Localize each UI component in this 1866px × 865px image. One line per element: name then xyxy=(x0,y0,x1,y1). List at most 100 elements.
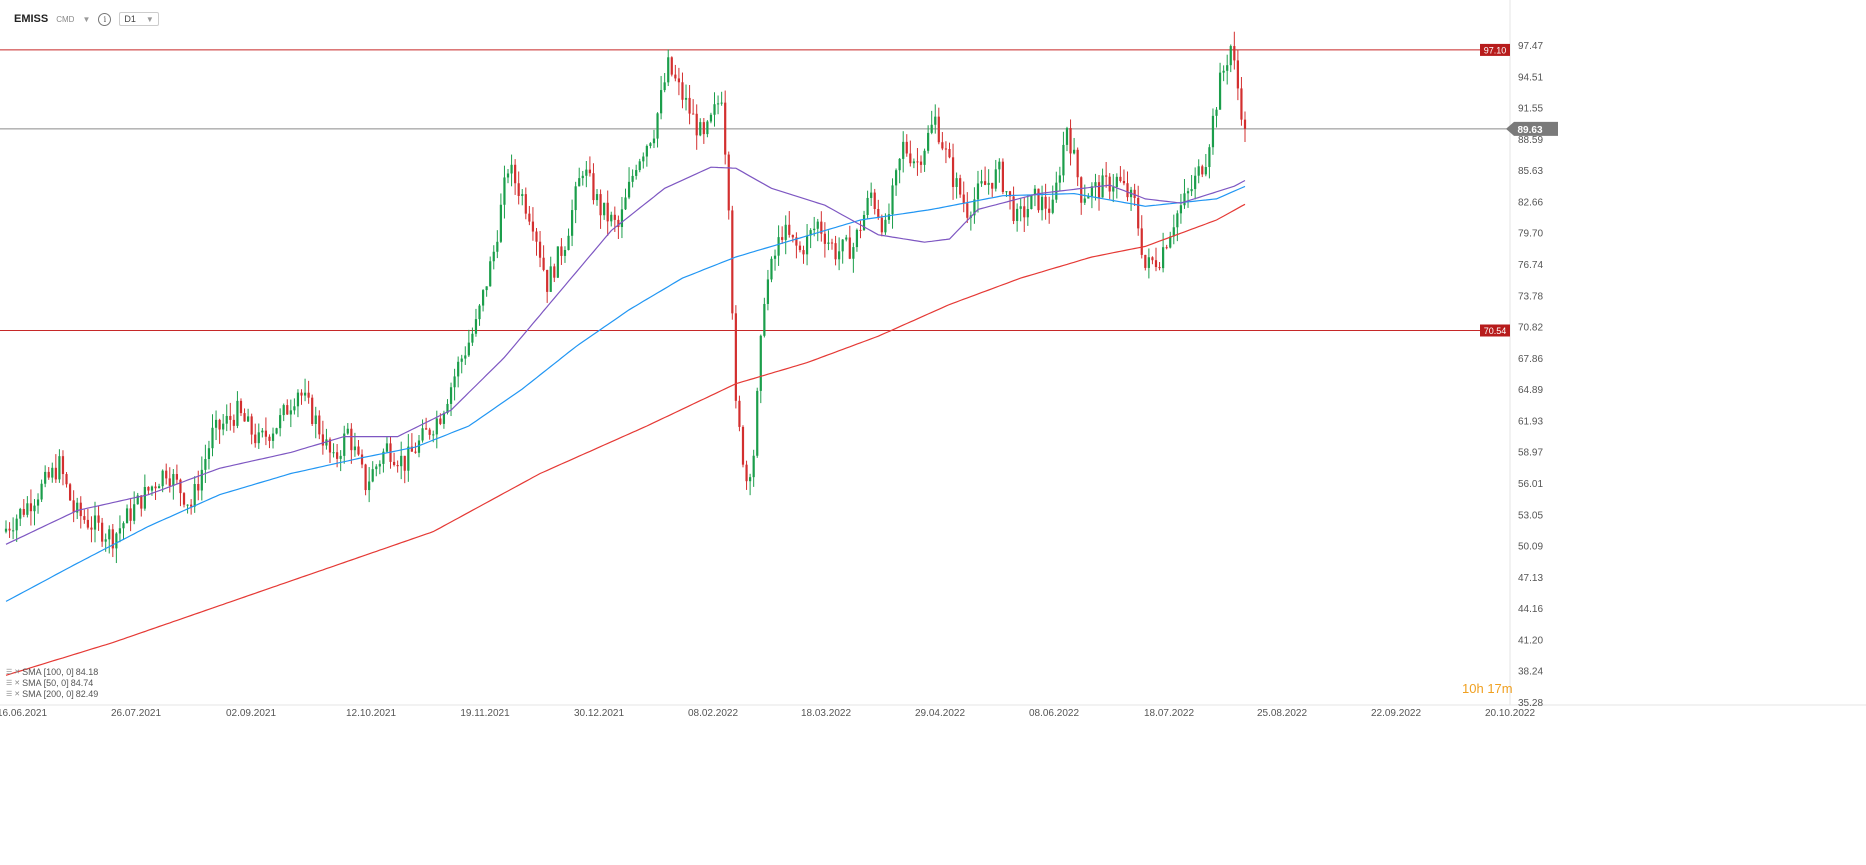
candle xyxy=(556,246,559,279)
candle xyxy=(887,203,891,224)
x-tick-label: 08.06.2022 xyxy=(1029,708,1079,719)
candle xyxy=(877,199,880,220)
candle xyxy=(232,414,235,433)
candle-body xyxy=(157,486,161,489)
candle xyxy=(311,394,314,426)
candle xyxy=(1026,194,1029,226)
candle-body xyxy=(713,104,716,115)
candle-body xyxy=(991,182,994,189)
candle-body xyxy=(1172,227,1175,237)
candle xyxy=(58,449,61,483)
countdown-hours: 10 xyxy=(1462,681,1477,696)
legend-row-sma50[interactable]: ☰ ✕ SMA [50, 0] 84.74 xyxy=(6,678,98,689)
candle-body xyxy=(471,333,474,343)
candle xyxy=(296,389,300,418)
candle-body xyxy=(1169,236,1172,248)
candle xyxy=(994,159,997,192)
candle-body xyxy=(891,185,894,215)
candle xyxy=(902,131,905,173)
candle xyxy=(948,142,951,159)
candle-body xyxy=(449,387,453,404)
candle xyxy=(670,56,673,77)
candle xyxy=(973,187,976,224)
candle xyxy=(503,165,506,219)
candle xyxy=(624,188,627,210)
candle xyxy=(101,517,104,547)
candle-body xyxy=(1069,128,1072,154)
candle xyxy=(823,222,826,258)
candle xyxy=(492,245,495,270)
candle-body xyxy=(798,245,802,251)
settings-icon[interactable]: ☰ xyxy=(6,680,13,687)
y-tick-label: 94.51 xyxy=(1518,72,1543,83)
candle xyxy=(656,112,659,148)
y-tick-label: 53.05 xyxy=(1518,510,1543,521)
candle-body xyxy=(859,229,862,231)
candle xyxy=(927,125,930,154)
candle-body xyxy=(1176,213,1179,228)
candle xyxy=(460,354,463,374)
candle-body xyxy=(1048,208,1051,213)
candle-body xyxy=(624,197,627,210)
candle-body xyxy=(332,452,335,454)
time-axis[interactable]: 16.06.2021 26.07.2021 02.09.2021 12.10.2021… xyxy=(0,708,1535,719)
candle-body xyxy=(400,455,403,467)
candle-body xyxy=(656,113,659,139)
candle xyxy=(820,211,823,242)
candle-body xyxy=(635,170,638,176)
settings-icon[interactable]: ☰ xyxy=(6,691,13,698)
legend-row-sma100[interactable]: ☰ ✕ SMA [100, 0] 84.18 xyxy=(6,667,98,678)
candle xyxy=(870,182,873,206)
settings-icon[interactable]: ☰ xyxy=(6,669,13,676)
candle xyxy=(453,368,456,401)
legend-row-sma200[interactable]: ☰ ✕ SMA [200, 0] 82.49 xyxy=(6,689,98,700)
candle xyxy=(1090,182,1094,209)
close-icon[interactable]: ✕ xyxy=(14,680,21,687)
candle-body xyxy=(261,430,264,433)
candle-body xyxy=(303,392,307,396)
close-icon[interactable]: ✕ xyxy=(14,691,21,698)
candle-body xyxy=(848,237,851,259)
timeframe-select[interactable]: D1 ▼ xyxy=(119,12,159,26)
candle-body xyxy=(8,528,11,531)
close-icon[interactable]: ✕ xyxy=(14,669,21,676)
candle-body xyxy=(649,143,652,146)
candle-body xyxy=(731,210,734,314)
price-axis[interactable]: 97.47 94.51 91.55 88.59 85.63 82.66 79.70 76.74… xyxy=(1518,41,1543,709)
candle xyxy=(781,226,784,244)
candle-body xyxy=(246,416,250,422)
chevron-down-icon[interactable]: ▼ xyxy=(82,14,91,24)
candle xyxy=(727,151,730,220)
candle xyxy=(97,506,100,531)
candle-body xyxy=(805,235,809,255)
candle xyxy=(991,182,994,198)
candle-body xyxy=(428,429,431,435)
candle xyxy=(987,169,990,195)
candle-body xyxy=(104,539,107,542)
candle xyxy=(293,398,296,415)
candle-body xyxy=(1087,196,1090,199)
info-icon[interactable]: i xyxy=(98,12,112,26)
candle-body xyxy=(724,102,727,155)
candle-body xyxy=(531,221,535,232)
candle xyxy=(300,389,303,405)
candle-body xyxy=(524,194,527,214)
candle-body xyxy=(165,470,168,479)
y-tick-label: 44.16 xyxy=(1518,604,1543,615)
candle-body xyxy=(770,258,773,280)
candle-body xyxy=(1226,65,1229,71)
level-badge-bg xyxy=(1480,324,1510,337)
candle-body xyxy=(1108,176,1111,192)
candle xyxy=(133,491,136,525)
candle xyxy=(154,482,157,500)
candle-body xyxy=(855,229,859,248)
symbol-label[interactable]: EMISS xyxy=(14,13,49,25)
candle-body xyxy=(1016,208,1019,222)
candle xyxy=(161,469,164,493)
candle xyxy=(592,163,595,205)
candle xyxy=(36,493,40,514)
candle-body xyxy=(186,504,189,506)
candle-body xyxy=(1030,194,1033,210)
candle xyxy=(567,228,570,251)
